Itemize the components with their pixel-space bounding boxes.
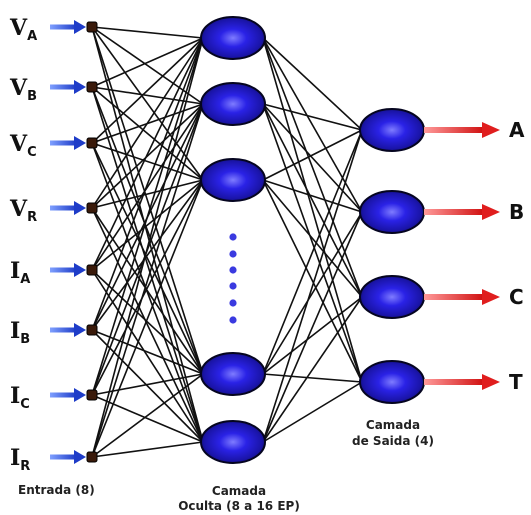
hidden-node [201,353,265,395]
output-label: T [509,370,523,394]
input-label: VC [9,131,37,160]
output-layer-caption-line1: Camada [366,418,420,432]
input-label-letter: V [9,75,28,101]
output-label: B [509,200,524,224]
ellipsis-dot [229,266,236,273]
ellipsis-dot [229,299,236,306]
input-arrow [50,80,86,94]
hidden-output-link [263,130,362,442]
input-node [87,138,97,148]
hidden-output-link [263,212,362,442]
output-node [360,191,424,233]
input-label-letter: V [9,196,28,222]
input-label-subscript: A [27,29,37,44]
output-node [360,109,424,151]
input-arrow [50,388,86,402]
input-arrow [50,20,86,34]
hidden-ellipsis-dots [229,233,236,323]
input-label-letter: I [10,318,20,344]
input-layer-caption: Entrada (8) [18,483,95,497]
input-label-letter: I [10,445,20,471]
output-labels: A B C T [509,118,525,394]
input-node [87,325,97,335]
input-label-subscript: A [20,272,30,287]
input-layer [87,22,97,462]
hidden-layer-caption-line1: Camada [212,484,266,498]
input-label: VA [9,15,37,44]
output-arrow [424,289,500,305]
hidden-output-link [263,104,362,297]
output-arrow [424,374,500,390]
input-label-subscript: R [20,459,30,474]
input-label: IR [10,445,30,474]
hidden-output-link [263,297,362,442]
hidden-node [201,421,265,463]
ellipsis-dot [229,250,236,257]
input-node [87,452,97,462]
input-hidden-link [92,87,203,442]
ellipsis-dot [229,233,236,240]
input-labels: VAVBVCVRIAIBICIR [9,15,37,474]
input-label-letter: I [10,383,20,409]
hidden-output-link [263,382,362,442]
input-arrow [50,323,86,337]
hidden-output-link [263,38,362,212]
output-layer [360,109,424,403]
output-label: A [509,118,525,142]
hidden-output-link [263,212,362,374]
input-label-subscript: C [20,397,30,412]
input-hidden-link [92,27,203,38]
input-label-subscript: R [27,210,37,225]
input-label: VR [9,196,37,225]
input-arrow [50,201,86,215]
input-label-letter: V [9,15,28,41]
output-arrows [424,122,500,390]
input-node [87,203,97,213]
input-arrow [50,450,86,464]
input-hidden-link [92,208,203,442]
input-node [87,82,97,92]
input-label: IA [10,258,30,287]
input-label: VB [9,75,37,104]
hidden-output-link [263,374,362,382]
hidden-layer-caption-line2: Oculta (8 a 16 EP) [178,499,300,513]
input-label-letter: V [9,131,28,157]
output-layer-caption-line2: de Saida (4) [352,434,434,448]
input-arrows [50,20,86,464]
hidden-node [201,159,265,201]
input-label: IB [10,318,30,347]
output-arrow [424,204,500,220]
output-arrow [424,122,500,138]
hidden-output-link [263,104,362,382]
input-label-subscript: B [20,332,30,347]
hidden-output-link [263,130,362,180]
input-label-subscript: C [27,145,37,160]
input-node [87,390,97,400]
input-node [87,265,97,275]
input-label-subscript: B [27,89,37,104]
input-label-letter: I [10,258,20,284]
input-arrow [50,136,86,150]
output-node [360,361,424,403]
output-label: C [509,285,524,309]
ellipsis-dot [229,316,236,323]
hidden-node [201,83,265,125]
hidden-node [201,17,265,59]
input-node [87,22,97,32]
output-node [360,276,424,318]
input-label: IC [10,383,30,412]
ellipsis-dot [229,282,236,289]
input-arrow [50,263,86,277]
